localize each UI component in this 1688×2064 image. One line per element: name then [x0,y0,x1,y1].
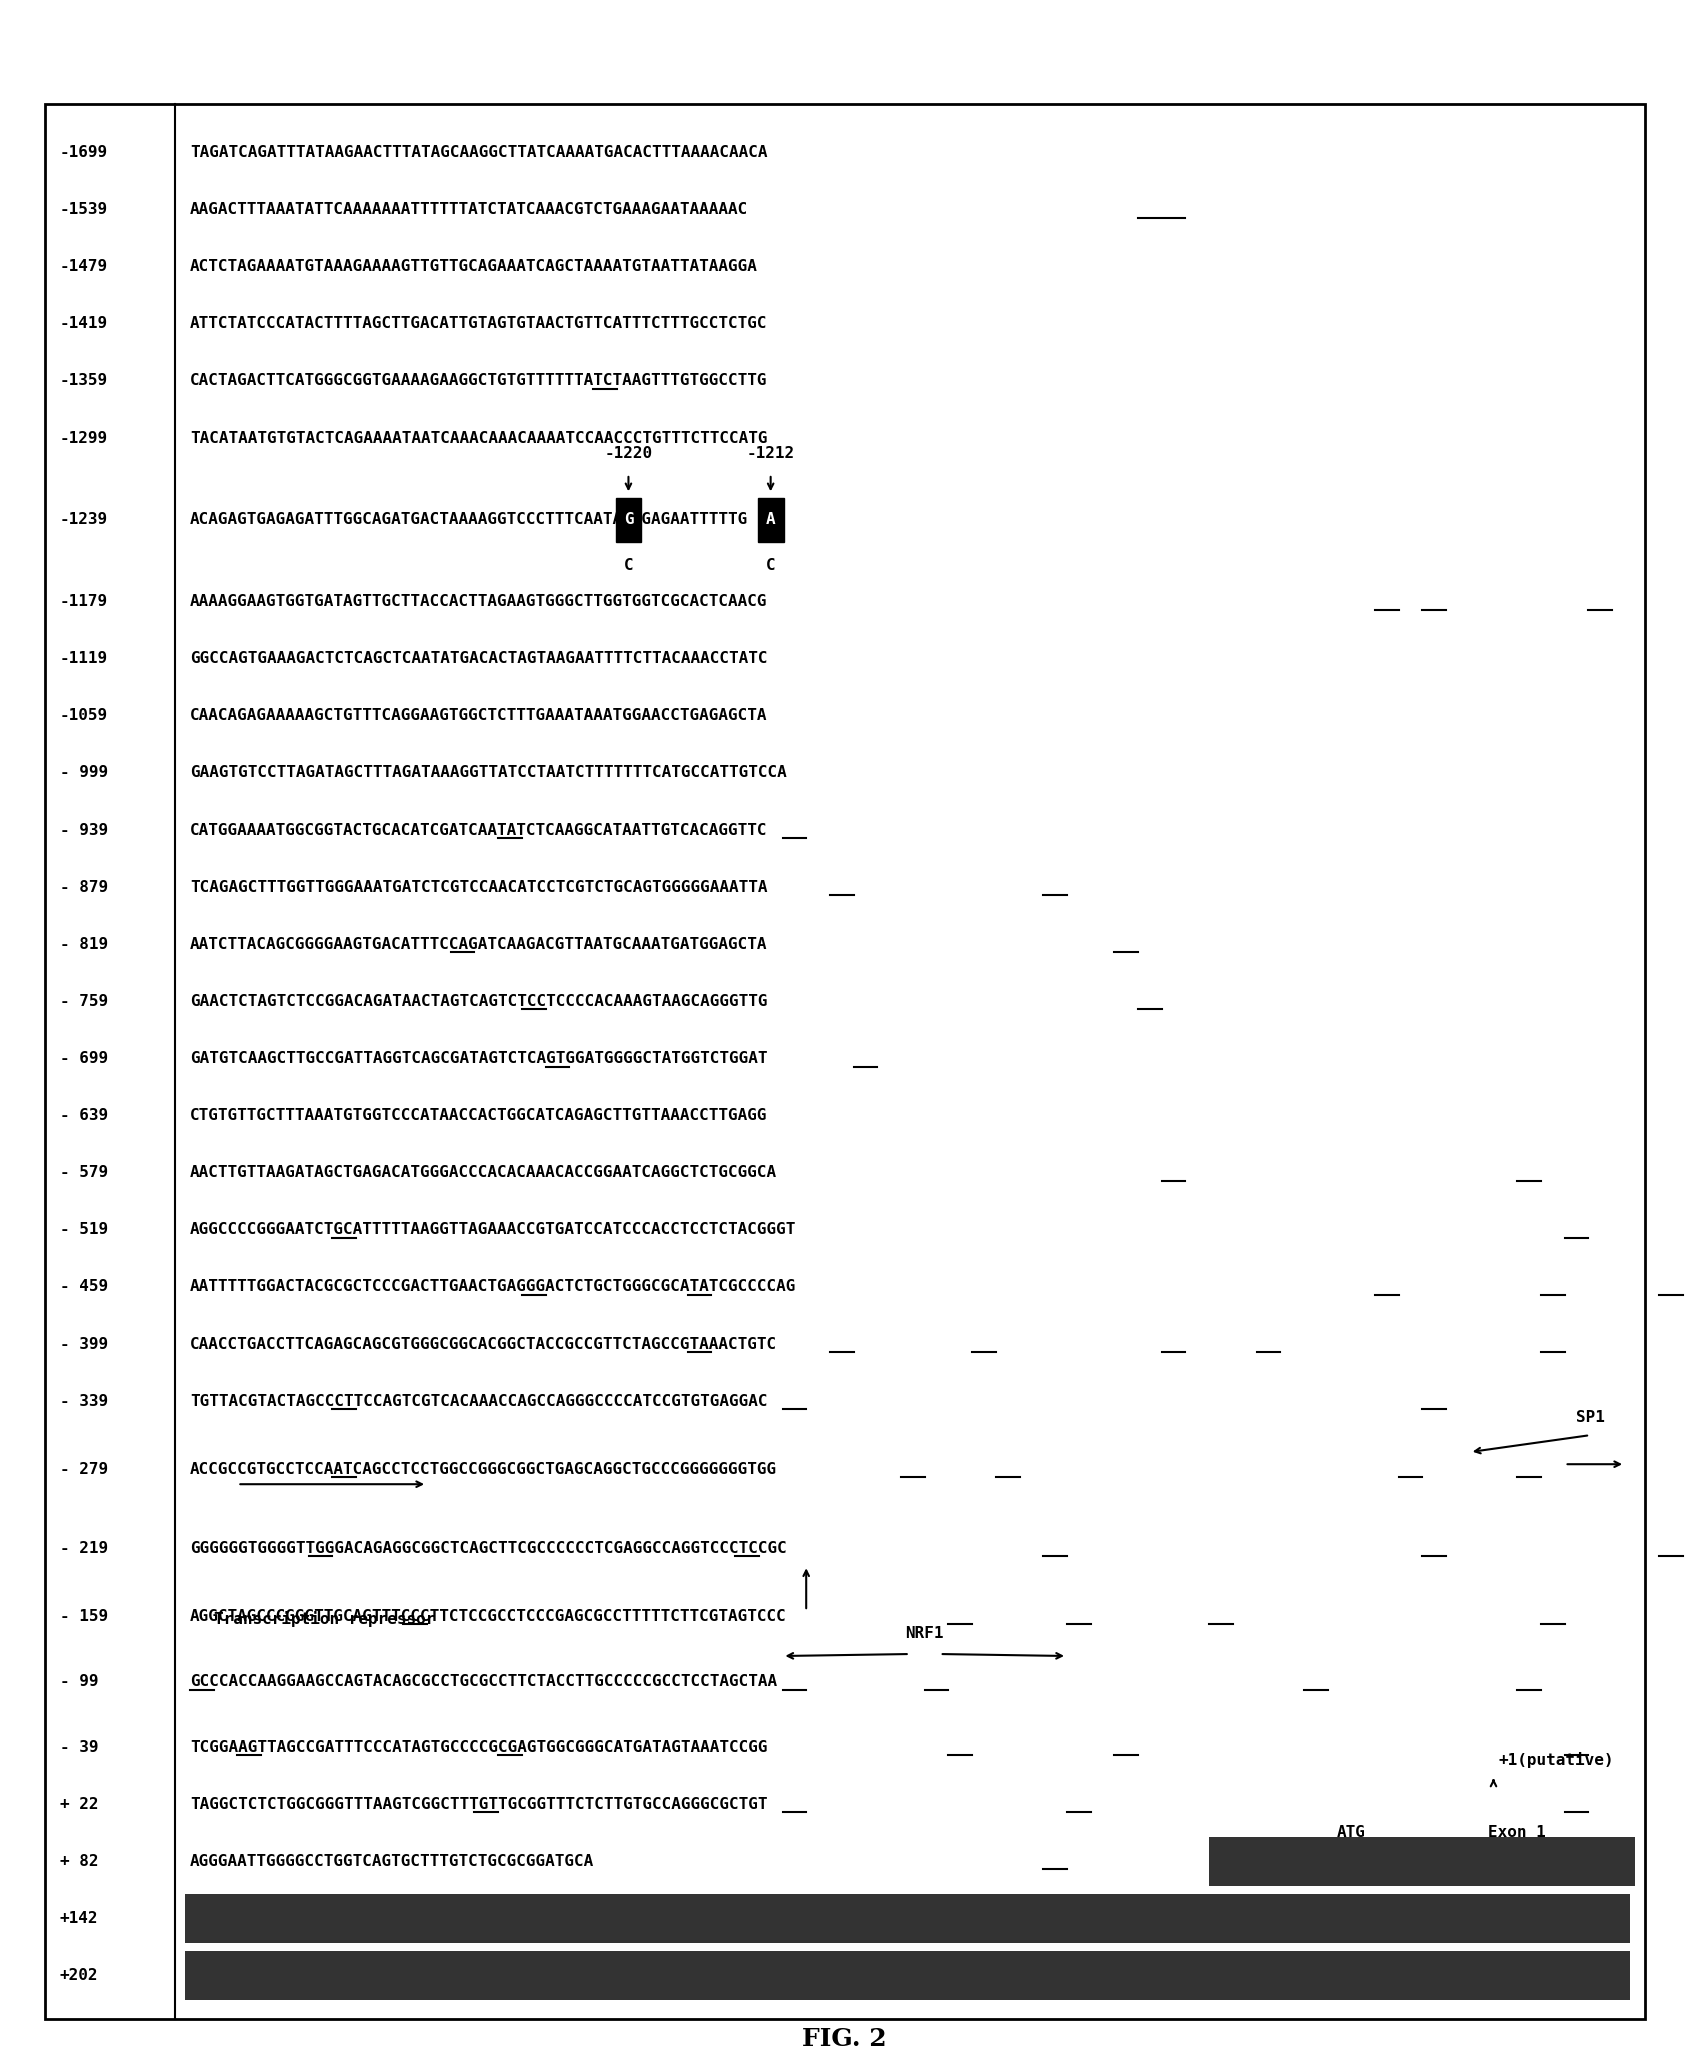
Text: AGGCTAGCCCGGGTTGCAGTTTCCCTTCTCCGCCTCCCGAGCGCCTTTTTCTTCGTAGTCCC: AGGCTAGCCCGGGTTGCAGTTTCCCTTCTCCGCCTCCCGA… [191,1608,787,1624]
Text: AATCTTACAGCGGGGAAGTGACATTTCCAGATCAAGACGTTAATGCAAATGATGGAGCTA: AATCTTACAGCGGGGAAGTGACATTTCCAGATCAAGACGT… [191,937,768,952]
Text: -1359: -1359 [61,374,108,388]
Text: - 39: - 39 [61,1740,98,1754]
Text: TAGATCAGATTTATAAGAACTTTATAGCAAGGCTTATCAAAATGACACTTTAAAACAACA: TAGATCAGATTTATAAGAACTTTATAGCAAGGCTTATCAA… [191,144,768,161]
Text: - 999: - 999 [61,766,108,780]
Text: TAGGCTCTCTGGCGGGTTTAAGTCGGCTTTGTTGCGGTTTCTCTTGTGCCAGGGCGCTGT: TAGGCTCTCTGGCGGGTTTAAGTCGGCTTTGTTGCGGTTT… [191,1796,768,1812]
Text: - 759: - 759 [61,995,108,1009]
Text: -1239: -1239 [61,512,108,528]
Text: - 639: - 639 [61,1108,108,1123]
Text: NRF1: NRF1 [905,1626,944,1641]
Text: Exon 1: Exon 1 [1489,1825,1546,1841]
Bar [616,497,641,543]
Text: ACTCTAGAAAATGTAAAGAAAAGTTGTTGCAGAAATCAGCTAAAATGTAATTATAAGGA: ACTCTAGAAAATGTAAAGAAAAGTTGTTGCAGAAATCAGC… [191,260,758,275]
Text: - 699: - 699 [61,1051,108,1065]
Text: -1212: -1212 [746,446,795,460]
Text: - 279: - 279 [61,1461,108,1476]
Text: AAAAGGAAGTGGTGATAGTTGCTTACCACTTAGAAGTGGGCTTGGTGGTCGCACTCAACG: AAAAGGAAGTGGTGATAGTTGCTTACCACTTAGAAGTGGG… [191,594,768,609]
Text: AGGGAATTGGGGCCTGGTCAGTGCTTTGTCTGCGCGGATGCA: AGGGAATTGGGGCCTGGTCAGTGCTTTGTCTGCGCGGATG… [191,1853,594,1868]
Text: - 219: - 219 [61,1540,108,1556]
Bar [1209,1837,1636,1886]
Text: GAACTCTAGTCTCCGGACAGATAACTAGTCAGTCTCCTCCCCACAAAGTAAGCAGGGTTG: GAACTCTAGTCTCCGGACAGATAACTAGTCAGTCTCCTCC… [191,995,768,1009]
Text: -1059: -1059 [61,708,108,722]
Text: +202: +202 [61,1967,98,1984]
Text: - 879: - 879 [61,879,108,894]
Text: -1539: -1539 [61,202,108,217]
Text: -1419: -1419 [61,316,108,332]
Text: GCCCACCAAGGAAGCCAGTACAGCGCCTGCGCCTTCTACCTTGCCCCCGCCTCCTAGCTAA: GCCCACCAAGGAAGCCAGTACAGCGCCTGCGCCTTCTACC… [191,1674,776,1688]
Text: - 579: - 579 [61,1166,108,1181]
Text: ATG: ATG [1337,1825,1366,1841]
Text: - 399: - 399 [61,1337,108,1352]
Text: GGGGGGTGGGGTTGGGACAGAGGCGGCTCAGCTTCGCCCCCCTCGAGGCCAGGTCCCTCCGC: GGGGGGTGGGGTTGGGACAGAGGCGGCTCAGCTTCGCCCC… [191,1540,787,1556]
Text: GGCCAGTGAAAGACTCTCAGCTCAATATGACACTAGTAAGAATTTTCTTACAAACCTATC: GGCCAGTGAAAGACTCTCAGCTCAATATGACACTAGTAAG… [191,652,768,667]
Text: TGTTACGTACTAGCCCTTCCAGTCGTCACAAACCAGCCAGGGCCCCATCCGTGTGAGGAC: TGTTACGTACTAGCCCTTCCAGTCGTCACAAACCAGCCAG… [191,1393,768,1408]
Text: AAGACTTTAAATATTCAAAAAAATTTTTTATCTATCAAACGTCTGAAAGAATAAAAAC: AAGACTTTAAATATTCAAAAAAATTTTTTATCTATCAAAC… [191,202,748,217]
Text: +1(putative): +1(putative) [1499,1752,1614,1767]
Text: - 99: - 99 [61,1674,98,1688]
Text: -1299: -1299 [61,431,108,446]
Text: - 159: - 159 [61,1608,108,1624]
Bar [186,1895,1631,1942]
Text: -1119: -1119 [61,652,108,667]
Text: CTGTGTTGCTTTAAATGTGGTCCCATAACCACTGGCATCAGAGCTTGTTAAACCTTGAGG: CTGTGTTGCTTTAAATGTGGTCCCATAACCACTGGCATCA… [191,1108,768,1123]
Text: - 459: - 459 [61,1280,108,1294]
Text: ATTCTATCCCATACTTTTAGCTTGACATTGTAGTGTAACTGTTCATTTCTTTGCCTCTGC: ATTCTATCCCATACTTTTAGCTTGACATTGTAGTGTAACT… [191,316,768,332]
Text: AACTTGTTAAGATAGCTGAGACATGGGACCCACACAAACACCGGAATCAGGCTCTGCGGCA: AACTTGTTAAGATAGCTGAGACATGGGACCCACACAAACA… [191,1166,776,1181]
Text: CAACCTGACCTTCAGAGCAGCGTGGGCGGCACGGCTACCGCCGTTCTAGCCGTAAACTGTC: CAACCTGACCTTCAGAGCAGCGTGGGCGGCACGGCTACCG… [191,1337,776,1352]
Text: C: C [766,557,775,574]
Text: FIG. 2: FIG. 2 [802,2027,886,2052]
Text: AATTTTTGGACTACGCGCTCCCGACTTGAACTGAGGGACTCTGCTGGGCGCATATCGCCCCAG: AATTTTTGGACTACGCGCTCCCGACTTGAACTGAGGGACT… [191,1280,797,1294]
Text: C: C [623,557,633,574]
Text: +142: +142 [61,1911,98,1926]
Text: G: G [623,512,633,528]
Text: AGGCCCCGGGAATCTGCATTTTTAAGGTTAGAAACCGTGATCCATCCCACCTCCTCTACGGGT: AGGCCCCGGGAATCTGCATTTTTAAGGTTAGAAACCGTGA… [191,1222,797,1236]
Text: - 519: - 519 [61,1222,108,1236]
Bar [758,497,783,543]
Text: -1479: -1479 [61,260,108,275]
Text: A: A [766,512,775,528]
Text: TCAGAGCTTTGGTTGGGAAATGATCTCGTCCAACATCCTCGTCTGCAGTGGGGGAAATTA: TCAGAGCTTTGGTTGGGAAATGATCTCGTCCAACATCCTC… [191,879,768,894]
Text: SP1: SP1 [1575,1410,1604,1424]
Text: -1179: -1179 [61,594,108,609]
Text: CACTAGACTTCATGGGCGGTGAAAAGAAGGCTGTGTTTTTTATCTAAGTTTGTGGCCTTG: CACTAGACTTCATGGGCGGTGAAAAGAAGGCTGTGTTTTT… [191,374,768,388]
Text: GATGTCAAGCTTGCCGATTAGGTCAGCGATAGTCTCAGTGGATGGGGCTATGGTCTGGAT: GATGTCAAGCTTGCCGATTAGGTCAGCGATAGTCTCAGTG… [191,1051,768,1065]
Text: + 22: + 22 [61,1796,98,1812]
Text: ACAGAGTGAGAGATTTGGCAGATGACTAAAAGGTCCCTTTCAATACTGAGAATTTTTG: ACAGAGTGAGAGATTTGGCAGATGACTAAAAGGTCCCTTT… [191,512,748,528]
Text: TCGGAAGTTAGCCGATTTCCCATAGTGCCCCGCGAGTGGCGGGCATGATAGTAAATCCGG: TCGGAAGTTAGCCGATTTCCCATAGTGCCCCGCGAGTGGC… [191,1740,768,1754]
Text: CAACAGAGAAAAAGCTGTTTCAGGAAGTGGCTCTTTGAAATAAATGGAACCTGAGAGCTA: CAACAGAGAAAAAGCTGTTTCAGGAAGTGGCTCTTTGAAA… [191,708,768,722]
Text: CATGGAAAATGGCGGTACTGCACATCGATCAATATCTCAAGGCATAATTGTCACAGGTTC: CATGGAAAATGGCGGTACTGCACATCGATCAATATCTCAA… [191,824,768,838]
Text: - 939: - 939 [61,824,108,838]
Text: - 819: - 819 [61,937,108,952]
Text: -1220: -1220 [604,446,653,460]
Text: ACCGCCGTGCCTCCAATCAGCCTCCTGGCCGGGCGGCTGAGCAGGCTGCCCGGGGGGGTGG: ACCGCCGTGCCTCCAATCAGCCTCCTGGCCGGGCGGCTGA… [191,1461,776,1476]
Text: Transcription repressor: Transcription repressor [214,1612,436,1626]
Text: - 339: - 339 [61,1393,108,1408]
Text: -1699: -1699 [61,144,108,161]
Bar [186,1950,1631,2000]
Text: TACATAATGTGTACTCAGAAAATAATCAAACAAACAAAATCCAACCCTGTTTCTTCCATG: TACATAATGTGTACTCAGAAAATAATCAAACAAACAAAAT… [191,431,768,446]
Text: GAAGTGTCCTTAGATAGCTTTAGATAAAGGTTATCCTAATCTTTTTTTCATGCCATTGTCCA: GAAGTGTCCTTAGATAGCTTTAGATAAAGGTTATCCTAAT… [191,766,787,780]
Text: + 82: + 82 [61,1853,98,1868]
